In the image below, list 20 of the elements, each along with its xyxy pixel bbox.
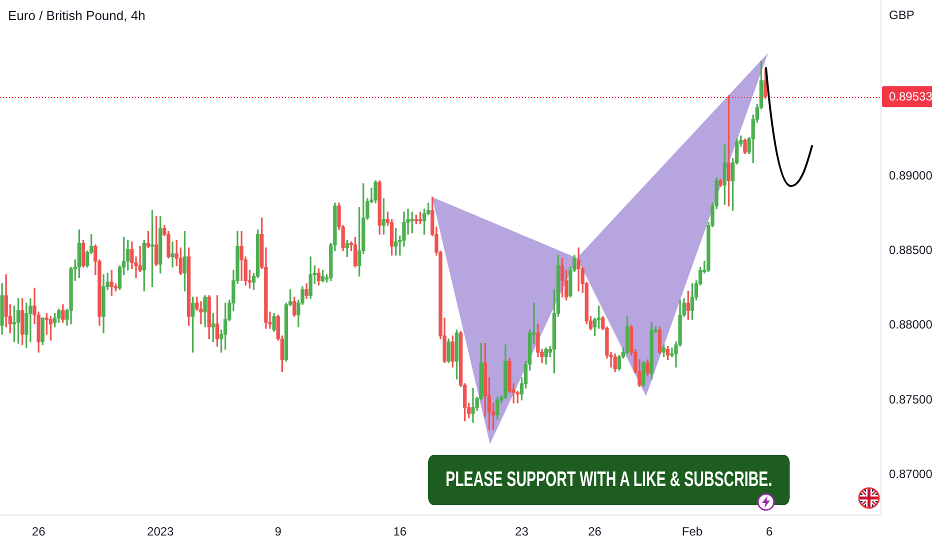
candlestick	[576, 247, 580, 292]
x-tick-label: 23	[515, 524, 529, 539]
text: Euro / British Pound, 4h	[8, 8, 146, 23]
x-tick-label: 6	[766, 524, 774, 539]
x-tick-label: 26	[32, 524, 46, 539]
x-tick-label: 16	[393, 524, 407, 539]
candlestick	[471, 388, 475, 423]
y-tick-label: 0.89000	[889, 168, 932, 182]
y-axis-title: GBP	[889, 8, 914, 22]
y-tick-label: 0.88500	[889, 243, 932, 258]
x-tick-label: 2023	[147, 524, 174, 539]
y-tick-label: 0.88000	[889, 318, 932, 332]
ref-line-label: 0.89533	[889, 89, 932, 104]
candlestick	[170, 241, 174, 268]
x-tick-label: 26	[588, 524, 602, 539]
y-tick-label: 0.87000	[889, 467, 932, 482]
y-tick-label: 0.87500	[889, 392, 932, 406]
x-tick-label: Feb	[682, 524, 703, 539]
x-tick-label: 9	[274, 524, 282, 539]
annotation: PLEASE SUPPORT WITH A LIKE & SUBSCRIBE.	[428, 455, 790, 505]
